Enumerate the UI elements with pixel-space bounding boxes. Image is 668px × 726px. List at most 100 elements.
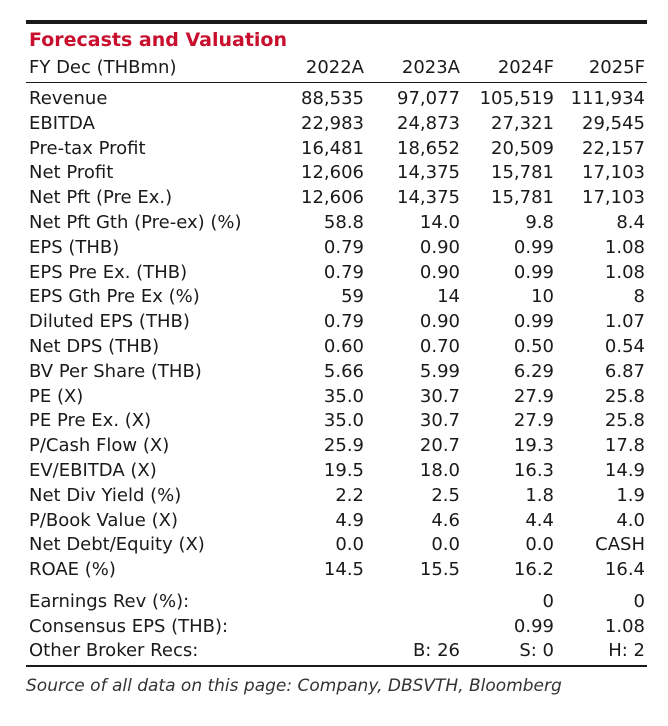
row-value: 0 — [542, 591, 554, 612]
row-value: 14,375 — [397, 187, 460, 209]
table-row: Net Debt/Equity (X) 0.0 0.0 0.0 CASH — [26, 533, 647, 558]
row-label: Net Pft (Pre Ex.) — [29, 187, 173, 209]
row-value: 5.99 — [419, 360, 460, 382]
row-value: 97,077 — [397, 88, 460, 109]
section-title: Forecasts and Valuation — [29, 29, 288, 51]
table-row: Net DPS (THB) 0.60 0.70 0.50 0.54 — [26, 335, 647, 360]
table-row: PE (X) 35.0 30.7 27.9 25.8 — [26, 385, 647, 410]
header-row: FY Dec (THBmn) 2022A 2023A 2024F 2025F — [26, 54, 647, 83]
row-value: 19.5 — [323, 459, 364, 481]
row-value: 0.90 — [419, 311, 460, 333]
row-label: Revenue — [29, 88, 108, 109]
row-value: H: 2 — [608, 640, 645, 661]
row-value: 15,781 — [491, 162, 554, 184]
row-value: 4.6 — [431, 509, 460, 531]
table-row: Pre-tax Profit 16,481 18,652 20,509 22,157 — [26, 137, 647, 162]
table-row: ROAE (%) 14.5 15.5 16.2 16.4 — [26, 558, 647, 583]
row-label: ROAE (%) — [29, 559, 116, 581]
row-value — [266, 639, 366, 664]
header-year: 2022A — [266, 54, 366, 83]
row-value: 2.5 — [431, 484, 460, 506]
row-value: 27.9 — [513, 385, 554, 407]
row-value: 35.0 — [323, 410, 364, 432]
table-row: BV Per Share (THB) 5.66 5.99 6.29 6.87 — [26, 360, 647, 385]
table-row: Revenue 88,535 97,077 105,519 111,934 — [26, 83, 647, 112]
row-value: 20.7 — [419, 435, 460, 457]
row-value: 30.7 — [419, 410, 460, 432]
row-label: Pre-tax Profit — [29, 137, 146, 159]
row-value: 14.0 — [419, 211, 460, 233]
row-value: S: 0 — [519, 640, 554, 661]
header-year: 2024F — [462, 54, 556, 83]
row-value: 0.99 — [513, 261, 554, 283]
row-label: Consensus EPS (THB): — [29, 615, 229, 637]
row-value: 4.0 — [616, 509, 645, 531]
row-value: 1.9 — [616, 484, 645, 506]
row-value: CASH — [595, 534, 645, 556]
row-value: 2.2 — [335, 484, 364, 506]
row-value: 25.9 — [323, 435, 364, 457]
row-label: P/Cash Flow (X) — [29, 435, 170, 457]
source-note: Source of all data on this page: Company… — [26, 676, 562, 696]
row-value: 8.4 — [616, 211, 645, 233]
table-row: EBITDA 22,983 24,873 27,321 29,545 — [26, 112, 647, 137]
row-value: 6.87 — [604, 360, 645, 382]
row-label: EPS Gth Pre Ex (%) — [29, 286, 200, 308]
table-row: P/Book Value (X) 4.9 4.6 4.4 4.0 — [26, 509, 647, 534]
row-value: 105,519 — [479, 88, 554, 109]
row-label: Net Debt/Equity (X) — [29, 534, 205, 556]
row-value — [366, 590, 462, 615]
consensus-table: Earnings Rev (%): 0 0 Consensus EPS (THB): 0… — [26, 590, 647, 664]
row-value: 22,983 — [301, 112, 364, 134]
row-value: 19.3 — [513, 435, 554, 457]
top-rule — [26, 20, 647, 24]
header-year: 2025F — [556, 54, 647, 83]
row-value: 30.7 — [419, 385, 460, 407]
row-value: 22,157 — [582, 137, 645, 159]
row-value: 1.08 — [604, 615, 645, 637]
row-value: 6.29 — [513, 360, 554, 382]
row-value: 0.54 — [604, 335, 645, 357]
row-value: 0.0 — [431, 534, 460, 556]
row-value: 16.4 — [604, 559, 645, 581]
row-value — [266, 590, 366, 615]
row-label: EBITDA — [29, 112, 95, 134]
row-value: 27.9 — [513, 410, 554, 432]
row-value: 9.8 — [525, 211, 554, 233]
row-value: 88,535 — [301, 88, 364, 109]
table-row: Net Pft Gth (Pre-ex) (%) 58.8 14.0 9.8 8.4 — [26, 211, 647, 236]
row-value: 58.8 — [323, 211, 364, 233]
row-value: 1.07 — [604, 311, 645, 333]
table-row: EPS Gth Pre Ex (%) 59 14 10 8 — [26, 285, 647, 310]
table-row: Diluted EPS (THB) 0.79 0.90 0.99 1.07 — [26, 310, 647, 335]
table-row: EV/EBITDA (X) 19.5 18.0 16.3 14.9 — [26, 459, 647, 484]
table-row: Earnings Rev (%): 0 0 — [26, 590, 647, 615]
row-value: 14 — [437, 286, 460, 308]
row-value: 0.79 — [323, 236, 364, 258]
row-value — [266, 615, 366, 640]
row-value: 5.66 — [323, 360, 364, 382]
table-row: PE Pre Ex. (X) 35.0 30.7 27.9 25.8 — [26, 409, 647, 434]
row-value: 20,509 — [491, 137, 554, 159]
row-value: 0.60 — [323, 335, 364, 357]
row-value — [366, 615, 462, 640]
row-value: 16.2 — [513, 559, 554, 581]
row-value: 0.99 — [513, 311, 554, 333]
row-label: Net Profit — [29, 162, 114, 184]
row-value: 59 — [341, 286, 364, 308]
row-value: 15,781 — [491, 187, 554, 209]
row-value: 15.5 — [419, 559, 460, 581]
row-value: 0.70 — [419, 335, 460, 357]
row-label: PE Pre Ex. (X) — [29, 410, 152, 432]
row-value: 29,545 — [582, 112, 645, 134]
header-label: FY Dec (THBmn) — [26, 54, 266, 83]
row-value: 0 — [633, 591, 645, 612]
row-label: P/Book Value (X) — [29, 509, 178, 531]
row-label: EPS Pre Ex. (THB) — [29, 261, 188, 283]
row-label: Earnings Rev (%): — [29, 591, 190, 612]
row-label: Net Pft Gth (Pre-ex) (%) — [29, 211, 242, 233]
row-value: 25.8 — [604, 385, 645, 407]
table-row: Net Profit 12,606 14,375 15,781 17,103 — [26, 161, 647, 186]
table-row: P/Cash Flow (X) 25.9 20.7 19.3 17.8 — [26, 434, 647, 459]
row-value: 0.50 — [513, 335, 554, 357]
